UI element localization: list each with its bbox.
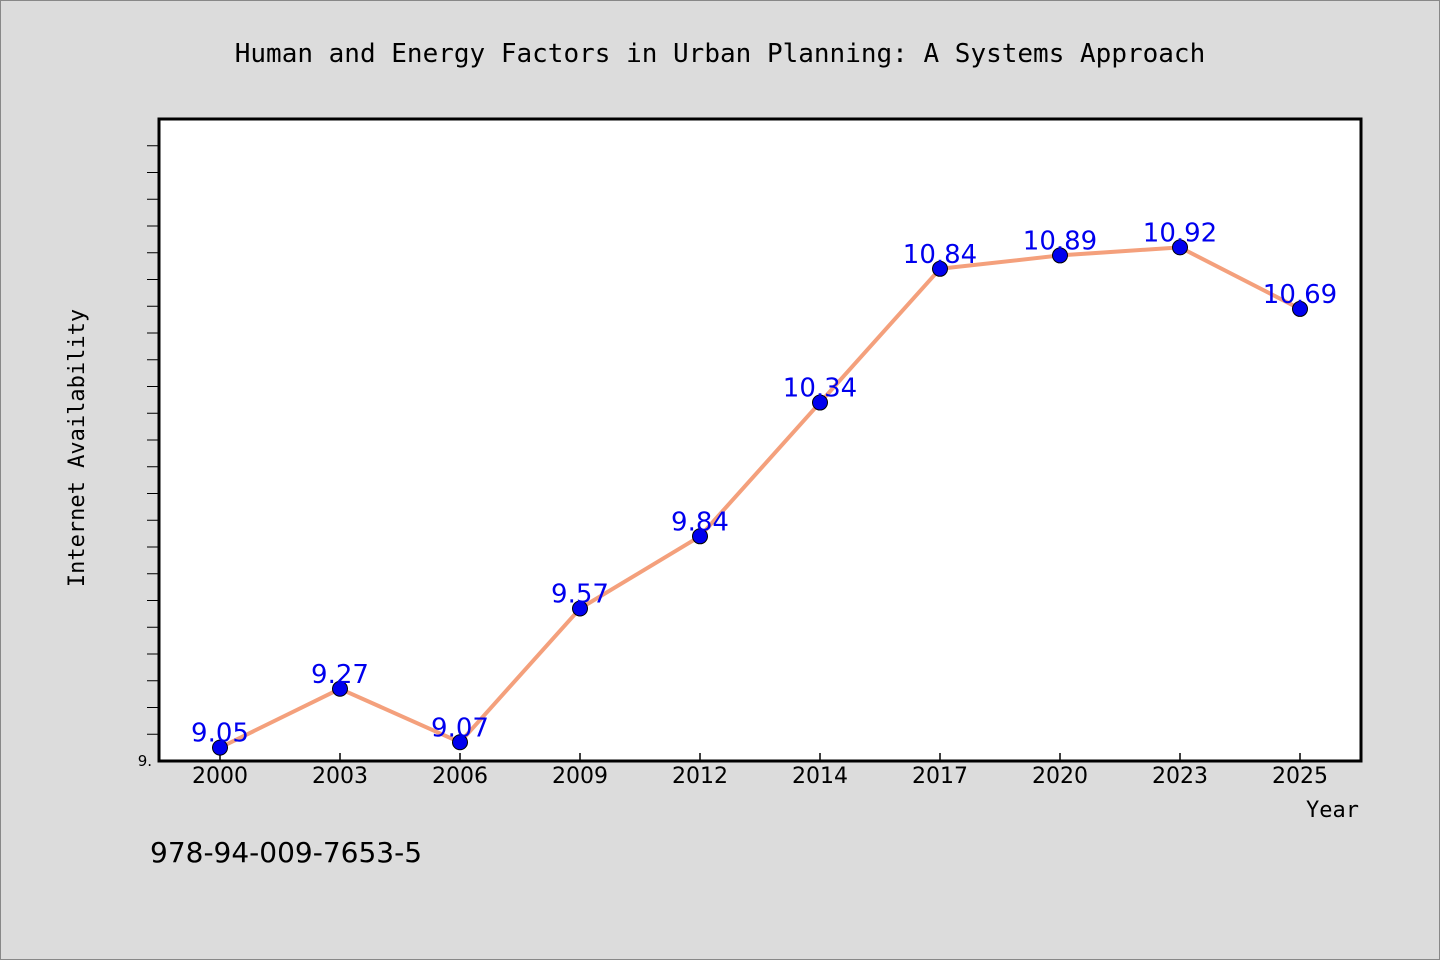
footer-code: 978-94-009-7653-5 <box>150 836 422 869</box>
x-axis-label: Year <box>1306 798 1359 823</box>
chart-title: Human and Energy Factors in Urban Planni… <box>235 39 1206 69</box>
data-point <box>1052 247 1068 264</box>
x-tick-label: 2025 <box>1272 764 1328 789</box>
y-axis-label: Internet Availability <box>65 309 90 587</box>
x-tick-label: 2017 <box>912 764 968 789</box>
data-point <box>212 739 228 756</box>
y-axis-ticks <box>147 145 159 735</box>
x-tick-label: 2006 <box>432 764 488 789</box>
data-value-label: 9.57 <box>551 580 609 610</box>
data-value-label: 9.05 <box>191 719 249 749</box>
data-labels: 9.05 9.27 9.07 9.57 9.84 10.34 10.84 10.89 10.92… <box>191 218 1337 748</box>
data-value-label: 10.69 <box>1263 280 1337 310</box>
x-tick-label: 2020 <box>1032 764 1088 789</box>
data-value-label: 10.34 <box>783 374 857 404</box>
data-point <box>572 600 588 617</box>
x-tick-label: 2012 <box>672 764 728 789</box>
y-tick-label: 9. <box>138 752 152 770</box>
x-axis-ticks: 2000 2003 2006 2009 2012 2014 2017 2020 2023 2025 <box>192 753 1328 789</box>
data-point <box>1172 239 1188 256</box>
data-value-label: 9.84 <box>671 507 729 537</box>
data-point <box>1292 300 1308 317</box>
data-markers <box>212 239 1308 756</box>
data-value-label: 9.27 <box>311 660 369 690</box>
data-value-label: 9.07 <box>431 713 489 743</box>
data-point <box>332 680 348 697</box>
x-tick-label: 2000 <box>192 764 248 789</box>
data-point <box>452 734 468 751</box>
data-value-label: 10.84 <box>903 240 977 270</box>
data-point <box>812 394 828 411</box>
series-line <box>218 245 1302 750</box>
x-tick-label: 2003 <box>312 764 368 789</box>
x-tick-label: 2009 <box>552 764 608 789</box>
x-tick-label: 2014 <box>792 764 848 789</box>
data-point <box>692 528 708 545</box>
x-tick-label: 2023 <box>1152 764 1208 789</box>
data-value-label: 10.89 <box>1023 226 1097 256</box>
plot-area <box>157 117 1363 763</box>
series-line-group <box>218 245 1302 750</box>
data-value-label: 10.92 <box>1143 218 1217 248</box>
data-point <box>932 260 948 277</box>
